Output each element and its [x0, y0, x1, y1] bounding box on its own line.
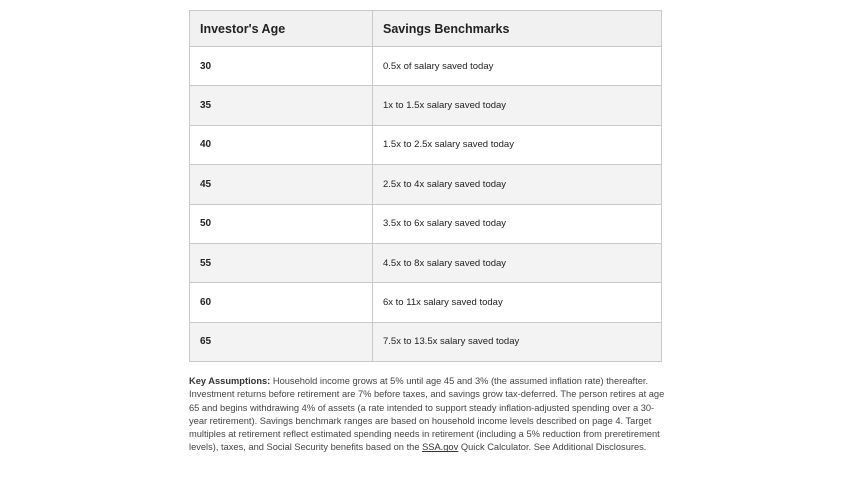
age-cell: 40: [189, 124, 373, 166]
ssa-gov-link[interactable]: SSA.gov: [422, 442, 459, 453]
benchmark-cell: 6x to 11x salary saved today: [372, 282, 662, 323]
age-cell: 30: [189, 45, 373, 87]
key-assumptions-body: Household income grows at 5% until age 4…: [189, 376, 665, 453]
table-row: 60 6x to 11x salary saved today: [189, 282, 662, 323]
header-investors-age: Investor's Age: [189, 10, 373, 47]
key-assumptions-tail: Quick Calculator. See Additional Disclos…: [458, 442, 647, 453]
benchmark-cell: 3.5x to 6x salary saved today: [372, 203, 662, 244]
age-cell: 55: [189, 242, 373, 284]
table-row: 45 2.5x to 4x salary saved today: [189, 164, 662, 205]
benchmark-cell: 7.5x to 13.5x salary saved today: [372, 321, 662, 363]
benchmark-cell: 1x to 1.5x salary saved today: [372, 85, 662, 126]
benchmark-cell: 0.5x of salary saved today: [372, 45, 662, 87]
benchmark-cell: 2.5x to 4x salary saved today: [372, 164, 662, 205]
age-cell: 60: [189, 282, 373, 323]
age-cell: 45: [189, 164, 373, 205]
table-row: 65 7.5x to 13.5x salary saved today: [189, 321, 662, 363]
table-row: 50 3.5x to 6x salary saved today: [189, 203, 662, 244]
table-row: 40 1.5x to 2.5x salary saved today: [189, 124, 662, 166]
age-cell: 35: [189, 85, 373, 126]
age-cell: 65: [189, 321, 373, 363]
age-cell: 50: [189, 203, 373, 244]
key-assumptions-paragraph: Key Assumptions: Household income grows …: [189, 375, 669, 455]
benchmark-cell: 1.5x to 2.5x salary saved today: [372, 124, 662, 166]
table-row: 35 1x to 1.5x salary saved today: [189, 85, 662, 126]
header-savings-benchmarks: Savings Benchmarks: [372, 10, 662, 47]
table-row: 55 4.5x to 8x salary saved today: [189, 242, 662, 284]
table-header-row: Investor's Age Savings Benchmarks: [189, 10, 662, 47]
key-assumptions-label: Key Assumptions:: [189, 376, 271, 386]
savings-benchmark-table: Investor's Age Savings Benchmarks 30 0.5…: [189, 10, 662, 363]
table-row: 30 0.5x of salary saved today: [189, 45, 662, 87]
benchmark-cell: 4.5x to 8x salary saved today: [372, 242, 662, 284]
